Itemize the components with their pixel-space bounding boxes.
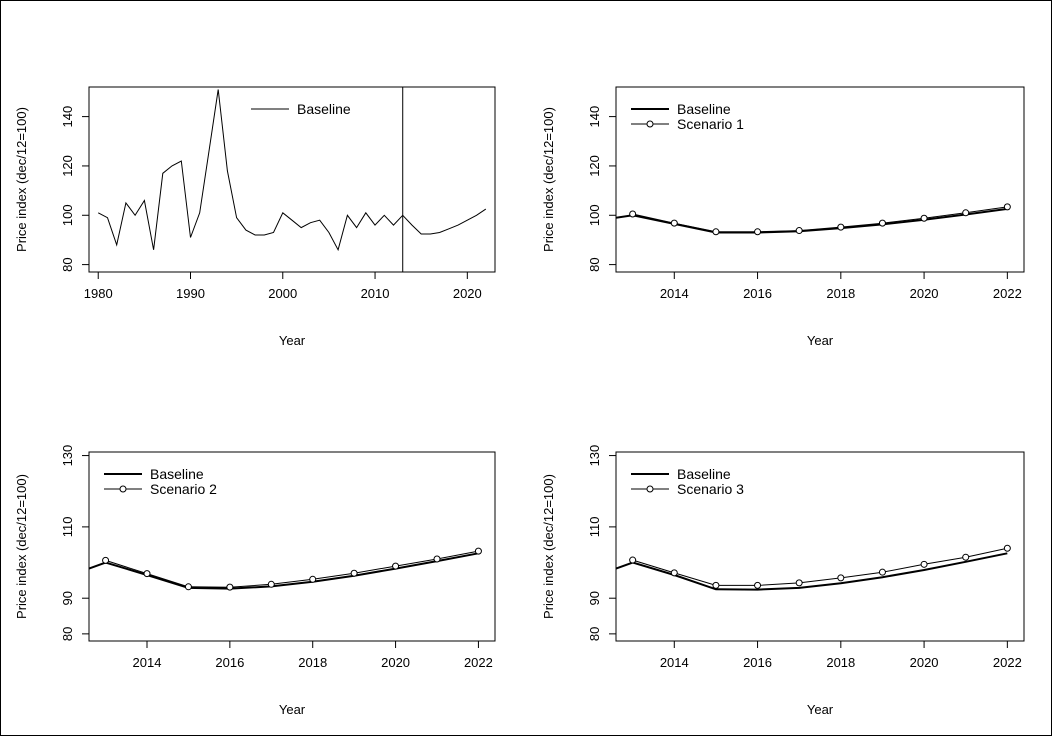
p4-data-point-scenario-3 — [670, 569, 678, 577]
p3-x-tick-label: 2022 — [464, 655, 493, 670]
p2-data-point-scenario-1 — [1003, 203, 1011, 211]
p2-data-point-scenario-1 — [920, 214, 928, 222]
p4-data-point-scenario-3 — [878, 568, 886, 576]
p3-data-point-scenario-2 — [309, 575, 317, 583]
p4-x-tick-label: 2020 — [910, 655, 939, 670]
p2-y-tick-label: 140 — [587, 106, 602, 128]
p3-y-axis-title: Price index (dec/12=100) — [14, 474, 29, 619]
p1-y-tick-label: 80 — [60, 257, 75, 271]
p4-y-axis-title: Price index (dec/12=100) — [541, 474, 556, 619]
p2-x-tick-label: 2020 — [910, 286, 939, 301]
p4-data-point-scenario-3 — [712, 581, 720, 589]
p3-legend-label-scenario-2: Scenario 2 — [150, 481, 217, 497]
p4-y-tick-label: 110 — [587, 517, 602, 538]
p2-y-tick-label: 100 — [587, 204, 602, 226]
p2-data-point-scenario-1 — [629, 210, 637, 218]
p3-data-point-scenario-2 — [433, 555, 441, 563]
p4-data-point-scenario-3 — [754, 581, 762, 589]
p2-legend-label-scenario-1: Scenario 1 — [677, 116, 744, 132]
p4-legend-label-scenario-3: Scenario 3 — [677, 481, 744, 497]
p1-series-line-baseline — [97, 89, 487, 252]
p3-data-point-scenario-2 — [102, 556, 110, 564]
p2-data-point-scenario-1 — [878, 219, 886, 227]
p4-plot-box — [615, 451, 1025, 642]
p3-data-point-scenario-2 — [226, 583, 234, 591]
p4-y-tick-label: 80 — [587, 627, 602, 641]
p1-y-tick-label: 120 — [60, 155, 75, 177]
p3-x-tick-label: 2016 — [215, 655, 244, 670]
p4-data-point-scenario-3 — [629, 556, 637, 564]
p3-x-tick-label: 2020 — [381, 655, 410, 670]
p4-data-point-scenario-3 — [920, 560, 928, 568]
p2-x-tick-label: 2022 — [993, 286, 1022, 301]
p4-series-line-scenario-3 — [632, 547, 1008, 586]
p4-data-point-scenario-3 — [795, 579, 803, 587]
p4-legend-marker-scenario-3 — [646, 485, 654, 493]
p4-y-tick-label: 90 — [587, 591, 602, 605]
p3-data-point-scenario-2 — [184, 583, 192, 591]
p2-y-tick-label: 80 — [587, 257, 602, 271]
p2-legend-marker-scenario-1 — [646, 120, 654, 128]
p2-series-line-scenario-1 — [632, 206, 1008, 233]
p3-plot-box — [88, 451, 496, 642]
p1-x-axis-title: Year — [279, 333, 306, 348]
p3-data-point-scenario-2 — [392, 562, 400, 570]
p2-legend-label-baseline: Baseline — [677, 101, 731, 117]
p3-y-tick-label: 130 — [60, 445, 75, 467]
p3-data-point-scenario-2 — [350, 569, 358, 577]
p3-legend-label-baseline: Baseline — [150, 466, 204, 482]
p3-data-point-scenario-2 — [143, 570, 151, 578]
p2-x-tick-label: 2016 — [743, 286, 772, 301]
p2-data-point-scenario-1 — [754, 228, 762, 236]
p3-x-tick-label: 2018 — [298, 655, 327, 670]
p3-y-tick-label: 80 — [60, 627, 75, 641]
p4-data-point-scenario-3 — [1003, 544, 1011, 552]
p4-y-tick-label: 130 — [587, 445, 602, 467]
p3-x-axis-title: Year — [279, 702, 306, 717]
p2-x-tick-label: 2014 — [660, 286, 689, 301]
p3-y-tick-label: 90 — [60, 591, 75, 605]
p1-x-tick-label: 2020 — [453, 286, 482, 301]
p1-x-tick-label: 1980 — [84, 286, 113, 301]
p4-x-tick-label: 2022 — [993, 655, 1022, 670]
p2-data-point-scenario-1 — [962, 209, 970, 217]
p3-series-line-scenario-2 — [105, 550, 479, 588]
p2-data-point-scenario-1 — [712, 228, 720, 236]
p1-plot-box — [88, 86, 496, 273]
p4-legend-label-baseline: Baseline — [677, 466, 731, 482]
p2-data-point-scenario-1 — [837, 223, 845, 231]
p3-data-point-scenario-2 — [474, 547, 482, 555]
p4-x-tick-label: 2018 — [826, 655, 855, 670]
p2-plot-box — [615, 86, 1025, 273]
p3-data-point-scenario-2 — [267, 580, 275, 588]
p3-legend-marker-scenario-2 — [119, 485, 127, 493]
p4-data-point-scenario-3 — [837, 574, 845, 582]
p4-x-axis-title: Year — [807, 702, 834, 717]
p2-y-axis-title: Price index (dec/12=100) — [541, 107, 556, 252]
p4-x-tick-label: 2016 — [743, 655, 772, 670]
p1-y-tick-label: 140 — [60, 106, 75, 128]
p4-x-tick-label: 2014 — [660, 655, 689, 670]
p2-data-point-scenario-1 — [795, 227, 803, 235]
p1-y-tick-label: 100 — [60, 204, 75, 226]
p1-x-tick-label: 2000 — [268, 286, 297, 301]
p4-series-line-baseline — [616, 552, 1008, 591]
p2-y-tick-label: 120 — [587, 155, 602, 177]
p4-data-point-scenario-3 — [962, 553, 970, 561]
p1-x-tick-label: 1990 — [176, 286, 205, 301]
p1-legend-label-baseline: Baseline — [297, 101, 351, 117]
p1-y-axis-title: Price index (dec/12=100) — [14, 107, 29, 252]
p2-data-point-scenario-1 — [670, 219, 678, 227]
p3-y-tick-label: 110 — [60, 517, 75, 538]
p3-x-tick-label: 2014 — [133, 655, 162, 670]
p2-x-tick-label: 2018 — [826, 286, 855, 301]
p1-x-tick-label: 2010 — [361, 286, 390, 301]
p2-x-axis-title: Year — [807, 333, 834, 348]
